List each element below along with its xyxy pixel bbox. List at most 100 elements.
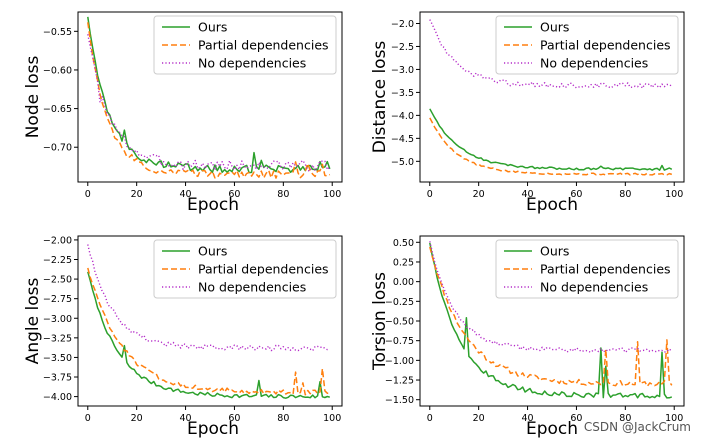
- y-tick-label: −0.25: [385, 297, 414, 308]
- series-line-none: [429, 19, 673, 89]
- x-tick-label: 0: [85, 413, 91, 424]
- y-tick-label: 0.50: [393, 238, 414, 249]
- chart-panel-4: 0 20 40 60 80 100 0.50 0.25 0.00 −0.25 −0.50 −0.75 −…: [370, 235, 685, 439]
- legend-box: [153, 15, 337, 75]
- y-tick-label: −3.75: [43, 373, 72, 384]
- x-tick-label: 80: [619, 189, 631, 200]
- y-tick-label: −0.75: [385, 336, 414, 347]
- series-line-partial: [87, 267, 330, 396]
- series-line-partial: [87, 22, 331, 179]
- y-tick-label: −0.55: [43, 27, 72, 38]
- y-tick-label: −1.25: [385, 376, 414, 387]
- y-axis-label: Node loss: [23, 56, 43, 139]
- x-tick-label: 0: [427, 413, 433, 424]
- legend-label-ours: Ours: [198, 20, 227, 35]
- x-tick-label: 0: [427, 189, 433, 200]
- y-axis-label: Torsion loss: [370, 272, 390, 371]
- x-tick-label: 80: [277, 189, 289, 200]
- plot-frame: [419, 11, 685, 183]
- x-tick-label: 60: [228, 189, 240, 200]
- legend-label-partial: Partial dependencies: [198, 262, 329, 277]
- legend: Ours Partial dependencies No dependencies: [495, 239, 679, 299]
- x-tick-label: 20: [473, 189, 485, 200]
- y-tick-label: −4.00: [43, 392, 72, 403]
- series-line-partial: [429, 246, 673, 388]
- y-tick-label: −4.0: [391, 111, 414, 122]
- legend-label-partial: Partial dependencies: [540, 262, 671, 277]
- x-tick-label: 100: [323, 189, 341, 200]
- y-tick-label: −3.25: [43, 333, 72, 344]
- x-axis-label: Epoch: [187, 419, 239, 439]
- y-tick-label: −2.25: [43, 255, 72, 266]
- x-tick-label: 100: [665, 413, 683, 424]
- y-tick-label: −2.50: [43, 275, 72, 286]
- x-tick-label: 20: [473, 413, 485, 424]
- y-tick-label: −3.5: [391, 88, 414, 99]
- legend-label-partial: Partial dependencies: [540, 38, 671, 53]
- x-tick-label: 100: [323, 413, 341, 424]
- legend-label-ours: Ours: [540, 244, 569, 259]
- legend: Ours Partial dependencies No dependencies: [153, 239, 337, 299]
- x-axis-label: Epoch: [526, 195, 578, 215]
- y-tick-label: −3.50: [43, 353, 72, 364]
- x-tick-label: 40: [522, 189, 534, 200]
- y-tick-label: −0.50: [385, 317, 414, 328]
- x-tick-label: 60: [228, 413, 240, 424]
- x-tick-label: 60: [570, 189, 582, 200]
- legend-box: [153, 239, 337, 299]
- x-tick-label: 0: [85, 189, 91, 200]
- x-tick-label: 40: [180, 189, 192, 200]
- series-line-none: [429, 241, 673, 354]
- legend-box: [495, 15, 679, 75]
- x-tick-label: 80: [277, 413, 289, 424]
- legend-label-none: No dependencies: [198, 280, 306, 295]
- series-line-ours: [87, 271, 331, 399]
- legend-label-none: No dependencies: [540, 280, 648, 295]
- y-axis-label: Distance loss: [370, 41, 390, 154]
- legend: Ours Partial dependencies No dependencies: [495, 15, 679, 75]
- plot-frame: [77, 11, 343, 183]
- legend-label-ours: Ours: [198, 244, 227, 259]
- y-tick-label: −2.5: [391, 42, 414, 53]
- x-tick-label: 20: [131, 189, 143, 200]
- series-line-ours: [429, 242, 673, 399]
- y-tick-label: −0.60: [43, 65, 72, 76]
- legend: Ours Partial dependencies No dependencies: [153, 15, 337, 75]
- legend-box: [495, 239, 679, 299]
- y-axis-label: Angle loss: [23, 278, 43, 365]
- y-tick-label: −4.5: [391, 134, 414, 145]
- y-tick-label: −5.0: [391, 157, 414, 168]
- y-tick-label: −1.00: [385, 356, 414, 367]
- legend-label-none: No dependencies: [198, 56, 306, 71]
- y-tick-label: 0.25: [393, 257, 414, 268]
- y-tick-label: −2.00: [43, 235, 72, 246]
- y-tick-label: −2.0: [391, 19, 414, 30]
- chart-panel-2: 0 20 40 60 80 100 −2.0 −2.5 −3.0 −3.5 −4.0 −4.5 −5.0…: [370, 11, 685, 215]
- chart-panel-1: 0 20 40 60 80 100 −0.55 −0.60 −0.65 −0.70 Epoch Nod…: [23, 11, 343, 215]
- series-line-ours: [429, 108, 673, 171]
- y-tick-label: −1.50: [385, 395, 414, 406]
- y-tick-label: 0.00: [393, 277, 414, 288]
- x-tick-label: 60: [570, 413, 582, 424]
- legend-label-none: No dependencies: [540, 56, 648, 71]
- chart-panel-3: 0 20 40 60 80 100 −2.00 −2.25 −2.50 −2.75 −3.00 −3.…: [23, 235, 343, 439]
- x-tick-label: 80: [619, 413, 631, 424]
- y-tick-label: −0.70: [43, 143, 72, 154]
- x-tick-label: 100: [665, 189, 683, 200]
- plot-frame: [77, 235, 343, 407]
- x-axis-label: Epoch: [526, 419, 578, 439]
- series-line-ours: [87, 16, 331, 174]
- y-tick-label: −0.65: [43, 104, 72, 115]
- x-tick-label: 20: [131, 413, 143, 424]
- watermark: CSDN @JackCrum: [583, 420, 691, 434]
- x-tick-label: 40: [522, 413, 534, 424]
- x-tick-label: 40: [180, 413, 192, 424]
- y-tick-label: −2.75: [43, 294, 72, 305]
- x-axis-label: Epoch: [187, 195, 239, 215]
- legend-label-ours: Ours: [540, 20, 569, 35]
- series-line-partial: [429, 117, 673, 176]
- y-tick-label: −3.0: [391, 65, 414, 76]
- y-tick-label: −3.00: [43, 314, 72, 325]
- legend-label-partial: Partial dependencies: [198, 38, 329, 53]
